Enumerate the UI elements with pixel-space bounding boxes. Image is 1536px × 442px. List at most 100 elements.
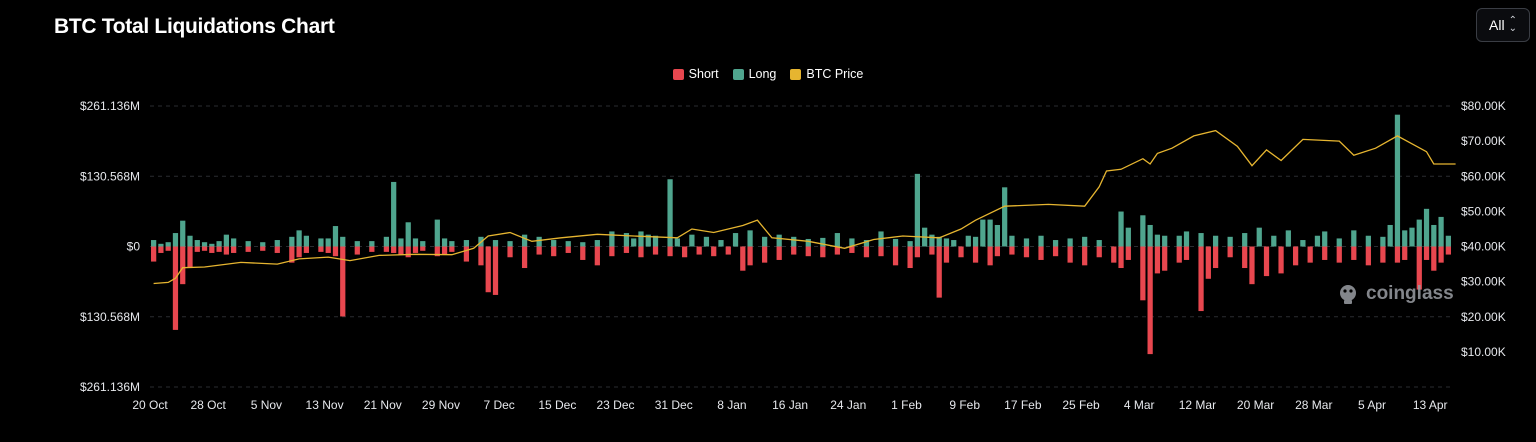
- long-bar[interactable]: [209, 243, 215, 247]
- short-bar[interactable]: [834, 246, 840, 255]
- short-bar[interactable]: [216, 246, 222, 252]
- short-bar[interactable]: [303, 246, 310, 253]
- legend-item-short[interactable]: Short: [672, 67, 719, 81]
- long-bar[interactable]: [805, 238, 811, 247]
- short-bar[interactable]: [1322, 246, 1328, 260]
- short-bar[interactable]: [696, 246, 702, 255]
- short-bar[interactable]: [1365, 246, 1371, 266]
- short-bar[interactable]: [551, 246, 557, 257]
- short-bar[interactable]: [201, 246, 208, 251]
- short-bar[interactable]: [398, 246, 404, 255]
- long-bar[interactable]: [762, 236, 768, 247]
- short-bar[interactable]: [1205, 246, 1211, 279]
- long-bar[interactable]: [609, 231, 615, 247]
- long-bar[interactable]: [325, 238, 331, 247]
- short-bar[interactable]: [623, 246, 630, 253]
- short-bar[interactable]: [1096, 246, 1102, 258]
- short-bar[interactable]: [296, 246, 302, 258]
- long-bar[interactable]: [1212, 235, 1219, 247]
- long-bar[interactable]: [1271, 235, 1277, 247]
- short-bar[interactable]: [725, 246, 731, 255]
- short-bar[interactable]: [1118, 246, 1124, 269]
- short-bar[interactable]: [1445, 246, 1451, 255]
- long-bar[interactable]: [863, 240, 870, 247]
- short-bar[interactable]: [1263, 246, 1270, 277]
- long-bar[interactable]: [943, 238, 950, 247]
- short-bar[interactable]: [318, 246, 324, 252]
- long-bar[interactable]: [1038, 235, 1044, 247]
- long-bar[interactable]: [1256, 227, 1262, 247]
- long-bar[interactable]: [1082, 236, 1088, 247]
- short-bar[interactable]: [987, 246, 993, 266]
- long-bar[interactable]: [1380, 236, 1386, 247]
- long-bar[interactable]: [1009, 235, 1015, 247]
- short-bar[interactable]: [1292, 246, 1299, 266]
- long-bar[interactable]: [645, 234, 651, 247]
- short-bar[interactable]: [594, 246, 600, 266]
- long-bar[interactable]: [936, 236, 942, 247]
- short-bar[interactable]: [165, 246, 171, 251]
- long-bar[interactable]: [172, 233, 179, 247]
- short-bar[interactable]: [1380, 246, 1386, 263]
- short-bar[interactable]: [1423, 246, 1430, 260]
- long-bar[interactable]: [441, 238, 448, 247]
- short-bar[interactable]: [209, 246, 215, 253]
- long-bar[interactable]: [1314, 235, 1321, 247]
- long-bar[interactable]: [776, 234, 782, 247]
- legend-item-long[interactable]: Long: [732, 67, 776, 81]
- short-bar[interactable]: [609, 246, 615, 257]
- long-bar[interactable]: [623, 233, 630, 247]
- legend-item-price[interactable]: BTC Price: [790, 67, 863, 81]
- long-bar[interactable]: [260, 242, 266, 247]
- short-bar[interactable]: [507, 246, 513, 258]
- short-bar[interactable]: [289, 246, 295, 263]
- short-bar[interactable]: [1416, 246, 1422, 290]
- short-bar[interactable]: [1431, 246, 1437, 271]
- long-bar[interactable]: [1336, 238, 1342, 247]
- short-bar[interactable]: [878, 246, 884, 257]
- long-bar[interactable]: [1423, 208, 1430, 247]
- long-bar[interactable]: [289, 236, 295, 247]
- short-bar[interactable]: [223, 246, 229, 255]
- long-bar[interactable]: [674, 238, 680, 247]
- long-bar[interactable]: [398, 238, 404, 247]
- short-bar[interactable]: [1394, 246, 1401, 263]
- long-bar[interactable]: [689, 234, 695, 247]
- short-bar[interactable]: [820, 246, 826, 258]
- long-bar[interactable]: [1300, 240, 1306, 247]
- long-bar[interactable]: [1052, 240, 1059, 247]
- long-bar[interactable]: [965, 235, 971, 247]
- long-bar[interactable]: [834, 233, 840, 247]
- short-bar[interactable]: [187, 246, 193, 269]
- long-bar[interactable]: [791, 236, 797, 247]
- short-bar[interactable]: [354, 246, 360, 255]
- short-bar[interactable]: [405, 246, 411, 258]
- short-bar[interactable]: [972, 246, 979, 263]
- short-bar[interactable]: [478, 246, 484, 266]
- short-bar[interactable]: [391, 246, 397, 253]
- short-bar[interactable]: [1183, 246, 1190, 260]
- short-bar[interactable]: [369, 246, 375, 252]
- short-bar[interactable]: [1227, 246, 1233, 258]
- long-bar[interactable]: [638, 231, 644, 247]
- short-bar[interactable]: [565, 246, 571, 253]
- short-bar[interactable]: [536, 246, 542, 255]
- short-bar[interactable]: [1140, 246, 1146, 301]
- long-bar[interactable]: [449, 241, 455, 247]
- long-bar[interactable]: [507, 241, 513, 247]
- short-bar[interactable]: [231, 246, 237, 253]
- long-bar[interactable]: [1365, 235, 1371, 247]
- short-bar[interactable]: [943, 246, 950, 263]
- short-bar[interactable]: [849, 246, 855, 253]
- long-bar[interactable]: [1140, 215, 1146, 247]
- short-bar[interactable]: [485, 246, 491, 293]
- long-bar[interactable]: [223, 234, 229, 247]
- short-bar[interactable]: [1249, 246, 1255, 285]
- long-bar[interactable]: [296, 230, 302, 247]
- short-bar[interactable]: [1052, 246, 1059, 257]
- long-bar[interactable]: [369, 241, 375, 247]
- short-bar[interactable]: [1009, 246, 1015, 255]
- long-bar[interactable]: [1154, 234, 1161, 247]
- long-bar[interactable]: [231, 238, 237, 247]
- short-bar[interactable]: [638, 246, 644, 258]
